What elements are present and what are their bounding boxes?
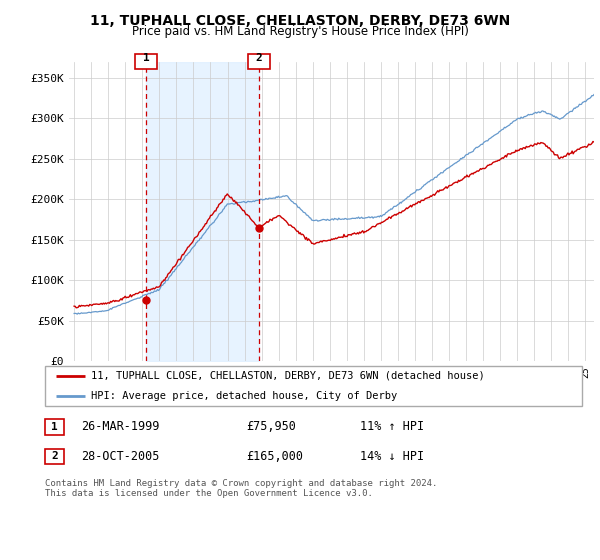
Text: 28-OCT-2005: 28-OCT-2005: [81, 450, 160, 463]
Text: 11, TUPHALL CLOSE, CHELLASTON, DERBY, DE73 6WN: 11, TUPHALL CLOSE, CHELLASTON, DERBY, DE…: [90, 14, 510, 28]
Text: HPI: Average price, detached house, City of Derby: HPI: Average price, detached house, City…: [91, 391, 397, 401]
Text: 14% ↓ HPI: 14% ↓ HPI: [360, 450, 424, 463]
Text: Price paid vs. HM Land Registry's House Price Index (HPI): Price paid vs. HM Land Registry's House …: [131, 25, 469, 38]
Text: 2: 2: [256, 53, 262, 63]
Text: 1: 1: [51, 422, 58, 432]
Text: 26-MAR-1999: 26-MAR-1999: [81, 420, 160, 433]
Text: £75,950: £75,950: [246, 420, 296, 433]
Text: 1: 1: [143, 53, 149, 63]
Text: 11, TUPHALL CLOSE, CHELLASTON, DERBY, DE73 6WN (detached house): 11, TUPHALL CLOSE, CHELLASTON, DERBY, DE…: [91, 371, 484, 381]
Text: 2: 2: [51, 451, 58, 461]
Text: Contains HM Land Registry data © Crown copyright and database right 2024.
This d: Contains HM Land Registry data © Crown c…: [45, 479, 437, 498]
Text: 11% ↑ HPI: 11% ↑ HPI: [360, 420, 424, 433]
Text: £165,000: £165,000: [246, 450, 303, 463]
FancyBboxPatch shape: [45, 366, 582, 406]
